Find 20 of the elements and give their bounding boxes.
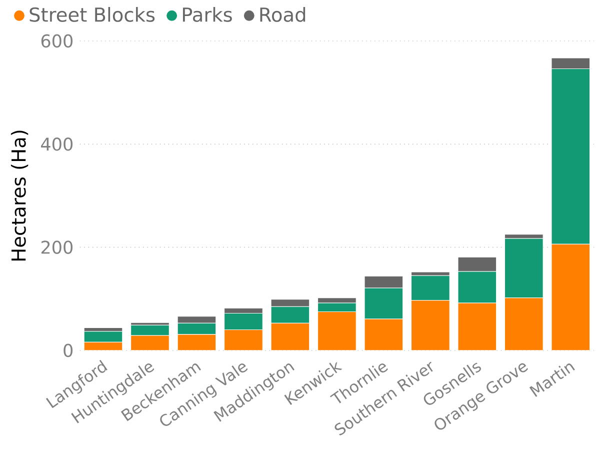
y-tick-label: 0: [64, 344, 73, 358]
y-tick-label: 600: [41, 34, 73, 48]
bar: [130, 325, 170, 336]
legend-label: Street Blocks: [30, 7, 155, 22]
bar: [411, 300, 450, 351]
bar: [318, 312, 356, 351]
y-tick-label: 200: [41, 240, 73, 254]
legend-label: Road: [260, 7, 306, 22]
bar: [178, 334, 216, 351]
y-tick-label: 400: [41, 138, 73, 151]
bar: [458, 303, 496, 351]
bar: [551, 244, 590, 351]
y-axis-title: Hectares (Ha): [10, 130, 28, 261]
bar: [504, 298, 544, 351]
bar: [224, 330, 263, 351]
bar: [271, 323, 310, 351]
bar: [411, 275, 450, 301]
bar: [130, 336, 170, 351]
bar: [364, 319, 403, 351]
legend-label: Parks: [182, 7, 232, 22]
